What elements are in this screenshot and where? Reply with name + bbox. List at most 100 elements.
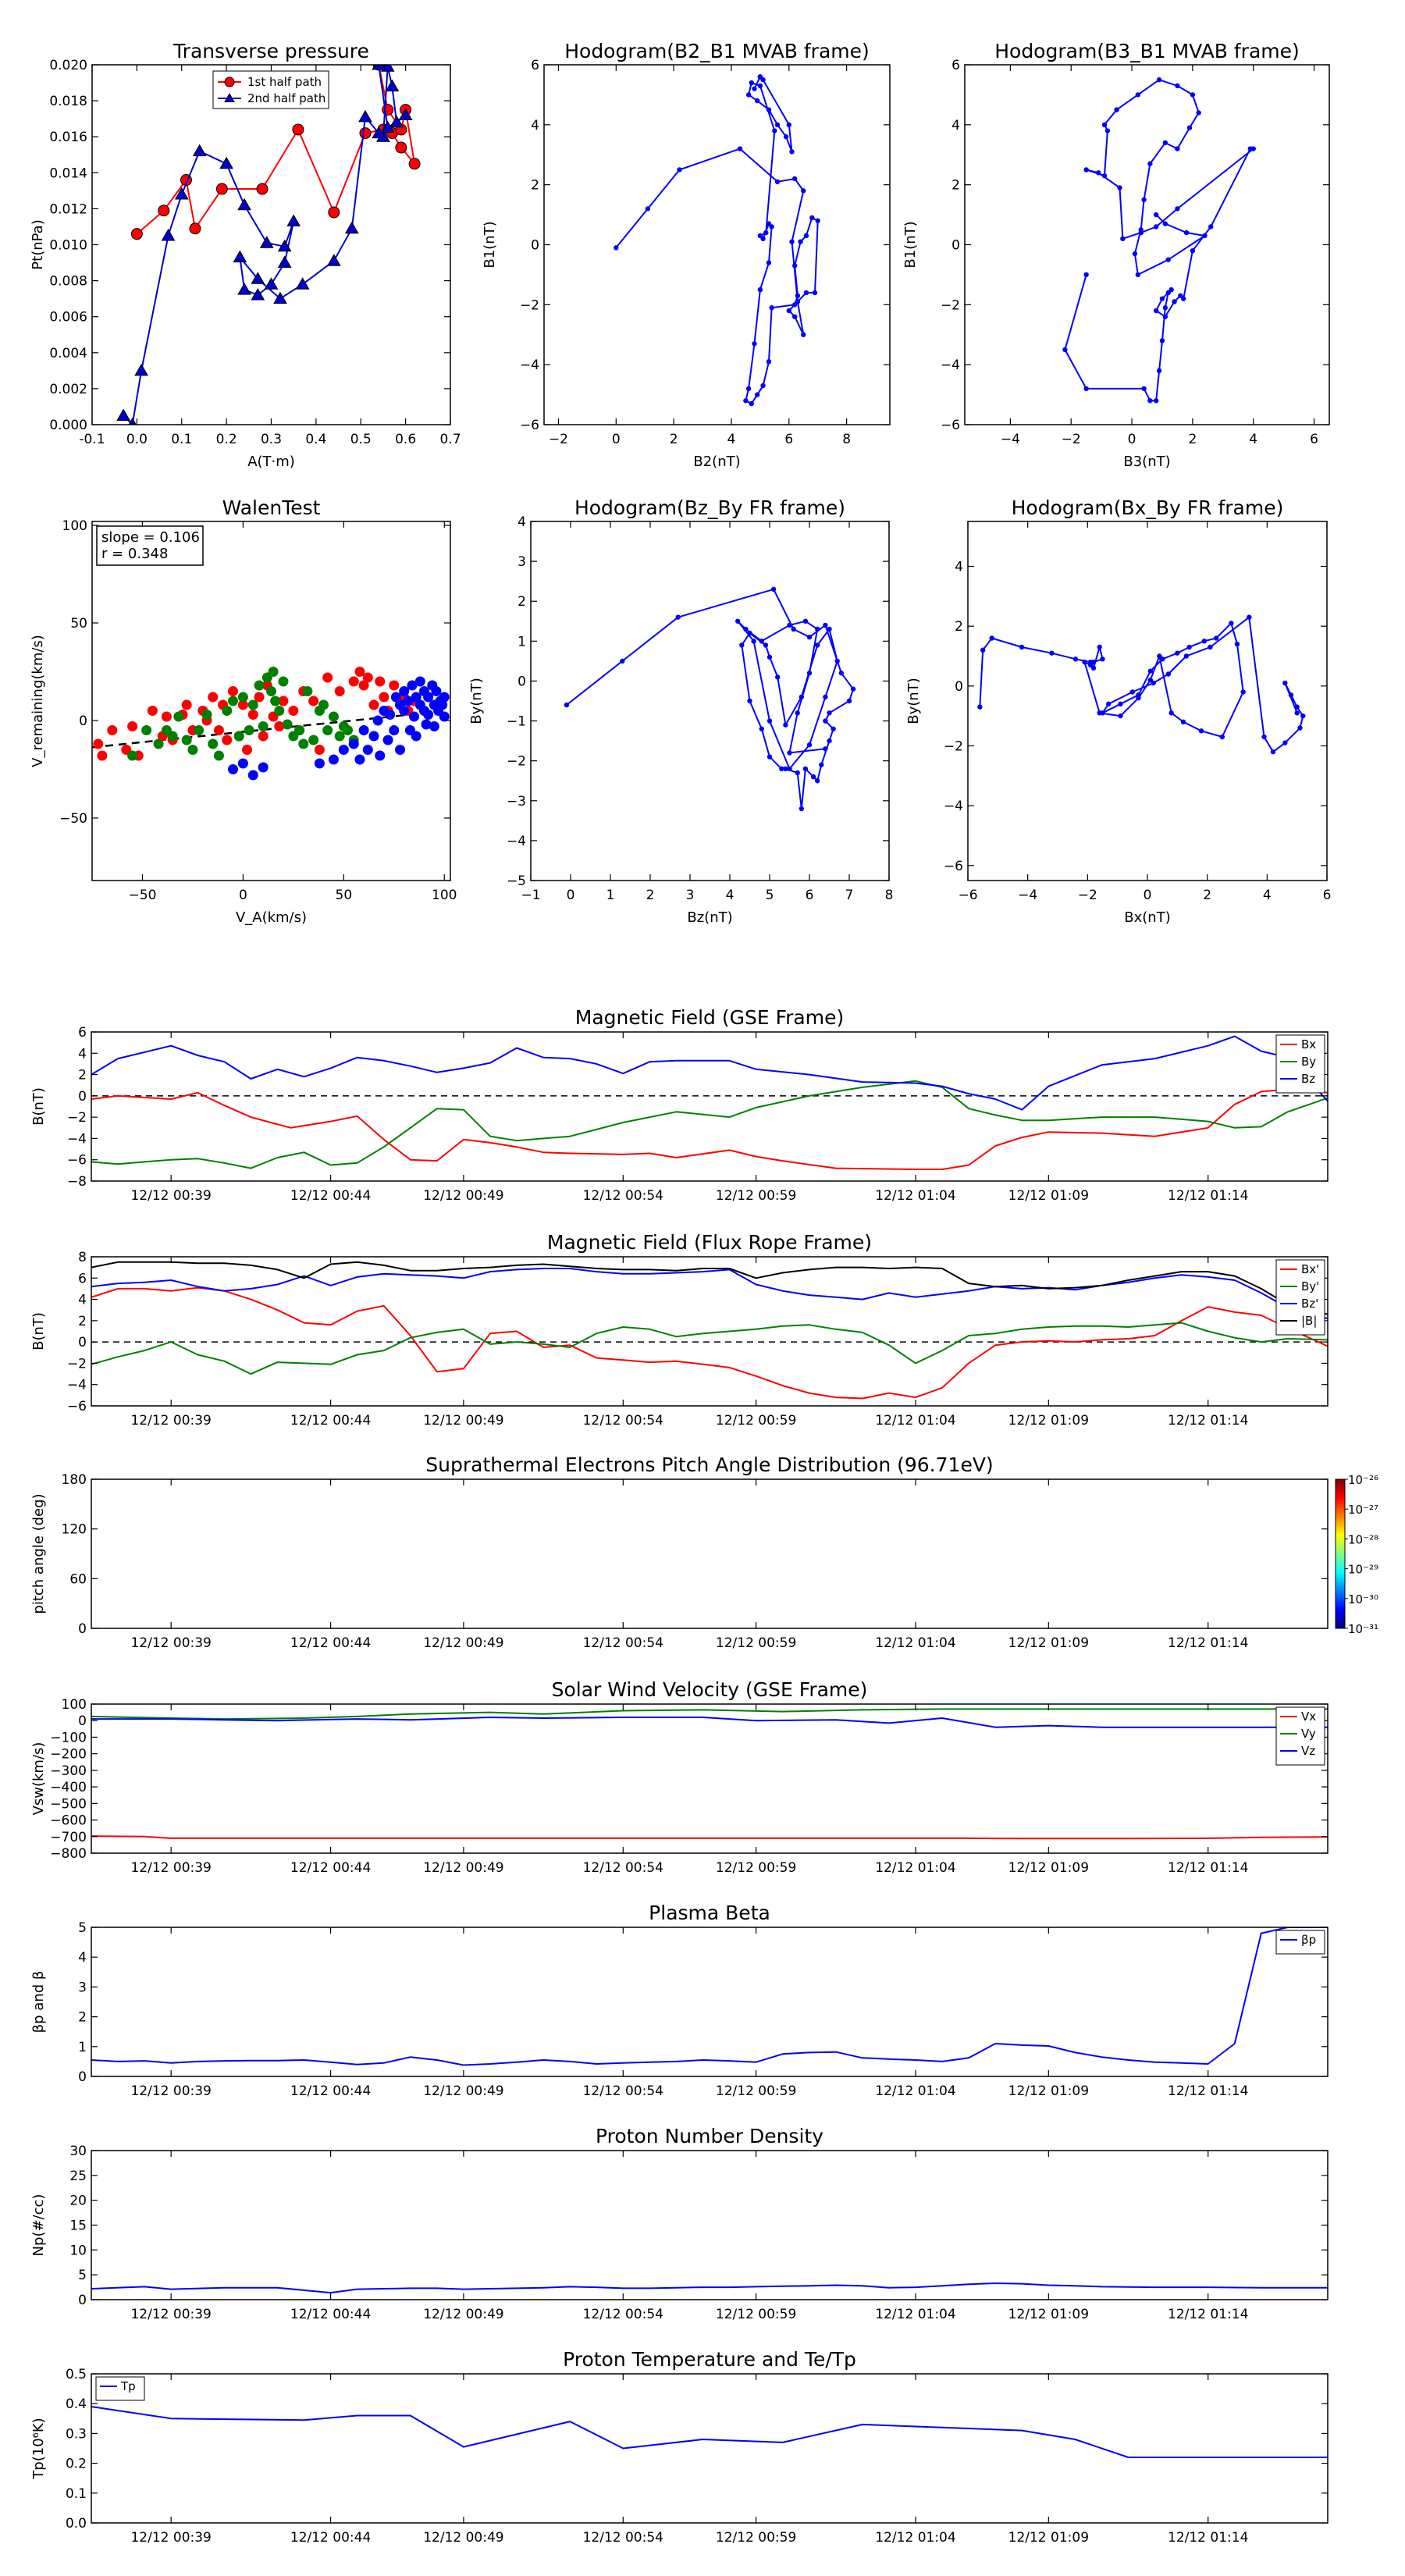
scatter-point <box>270 696 281 706</box>
marker-triangle <box>237 283 251 295</box>
scatter-point <box>328 711 339 722</box>
y-tick-label: 0 <box>78 1335 87 1350</box>
marker-dot <box>1168 286 1174 293</box>
y-tick-label: 4 <box>78 1046 87 1062</box>
scatter-point <box>173 711 184 722</box>
x-tick-label: 12/12 00:59 <box>716 2307 796 2322</box>
scatter-point <box>228 696 239 706</box>
y-tick-label: 0 <box>78 2293 87 2308</box>
series-line <box>1064 79 1254 402</box>
series-line <box>91 1717 1328 1728</box>
legend-box <box>95 2376 145 2401</box>
y-tick-label: −700 <box>50 1830 87 1845</box>
x-tick-label: 0 <box>567 888 575 903</box>
y-tick-label: −8 <box>67 1174 87 1190</box>
plot-frame <box>91 1927 1329 2077</box>
y-tick-label: 25 <box>69 2169 87 2184</box>
x-tick-label: 5 <box>766 888 774 903</box>
x-tick-label: 4 <box>726 888 735 903</box>
x-tick-label: 0 <box>239 888 247 903</box>
x-tick-label: 12/12 00:39 <box>130 1860 211 1876</box>
y-tick-label: −4 <box>944 799 963 814</box>
marker-dot <box>1114 107 1119 112</box>
plot-frame <box>91 1256 1329 1407</box>
scatter-point <box>389 680 400 691</box>
marker-dot <box>675 614 681 620</box>
x-tick-label: 12/12 00:54 <box>583 1413 663 1429</box>
y-tick-label: −4 <box>507 834 526 849</box>
y-tick-label: 0 <box>79 713 87 729</box>
marker-dot <box>834 658 840 664</box>
scatter-point <box>181 699 192 710</box>
y-tick-label: −4 <box>67 1131 87 1147</box>
marker-dot <box>1062 347 1068 353</box>
chart-title: Hodogram(Bx_By FR frame) <box>1012 496 1284 519</box>
x-tick-label: −2 <box>549 432 568 447</box>
marker-dot <box>1181 296 1186 301</box>
y-tick-label: 6 <box>78 1271 87 1286</box>
plot-frame <box>530 521 890 881</box>
scatter-point <box>328 754 339 765</box>
y-tick-label: 3 <box>78 1980 87 1995</box>
y-tick-label: 100 <box>62 518 87 534</box>
marker-dot <box>1294 710 1300 716</box>
marker-dot <box>827 710 832 716</box>
scatter-point <box>362 672 373 683</box>
marker-dot <box>1096 170 1101 176</box>
marker-dot <box>1175 146 1180 151</box>
scatter-point <box>201 710 212 720</box>
marker-dot <box>1156 368 1162 374</box>
series-line <box>91 1927 1328 2066</box>
y-axis-label: Vsw(km/s) <box>30 1742 47 1816</box>
y-tick-label: 2 <box>955 619 963 635</box>
marker-dot <box>1261 734 1267 740</box>
x-axis-label: B2(nT) <box>693 454 740 470</box>
marker-circle <box>215 183 228 195</box>
legend-label: Bx' <box>1301 1262 1319 1276</box>
scatter-point <box>247 710 258 720</box>
marker-dot <box>1156 77 1162 83</box>
y-tick-label: −600 <box>50 1813 87 1829</box>
y-tick-label: 4 <box>518 514 526 530</box>
series-0 <box>977 614 1306 755</box>
marker-triangle <box>251 272 265 284</box>
scatter-point <box>385 710 396 720</box>
x-tick-label: 0.6 <box>395 432 416 447</box>
y-tick-label: −6 <box>944 859 963 874</box>
x-tick-label: 12/12 00:59 <box>716 1860 796 1876</box>
marker-dot <box>799 694 804 700</box>
marker-dot <box>803 233 809 239</box>
y-tick-label: 0.006 <box>49 310 87 326</box>
marker-dot <box>1141 197 1147 203</box>
x-tick-label: 12/12 00:44 <box>290 2530 371 2546</box>
marker-dot <box>1147 161 1153 166</box>
marker-dot <box>783 722 788 728</box>
marker-dot <box>1162 221 1168 226</box>
marker-dot <box>802 618 809 624</box>
marker-dot <box>791 263 798 269</box>
y-tick-label: 0 <box>531 238 539 254</box>
y-tick-label: −2 <box>520 297 539 313</box>
scatter-point <box>254 680 265 691</box>
scatter-point <box>382 735 393 745</box>
marker-dot <box>1049 650 1055 656</box>
marker-circle <box>408 158 421 170</box>
panel-title: Suprathermal Electrons Pitch Angle Distr… <box>425 1453 993 1476</box>
marker-dot <box>801 332 806 337</box>
x-tick-label: 12/12 01:09 <box>1008 1188 1089 1204</box>
marker-dot <box>1159 338 1165 343</box>
x-tick-label: 0.1 <box>171 432 192 447</box>
y-tick-label: 5 <box>78 1920 87 1936</box>
marker-dot <box>1165 257 1171 262</box>
y-tick-label: 5 <box>78 2268 87 2283</box>
marker-dot <box>645 206 651 212</box>
y-tick-label: 4 <box>78 1293 87 1308</box>
y-tick-label: 100 <box>62 1697 87 1713</box>
marker-dot <box>763 642 769 648</box>
x-tick-label: 12/12 01:04 <box>875 1413 955 1429</box>
x-tick-label: 12/12 01:09 <box>1008 2530 1089 2546</box>
y-tick-label: 0.4 <box>66 2396 87 2412</box>
x-tick-label: 2 <box>1188 432 1197 447</box>
marker-dot <box>754 392 760 397</box>
marker-dot <box>735 618 741 624</box>
